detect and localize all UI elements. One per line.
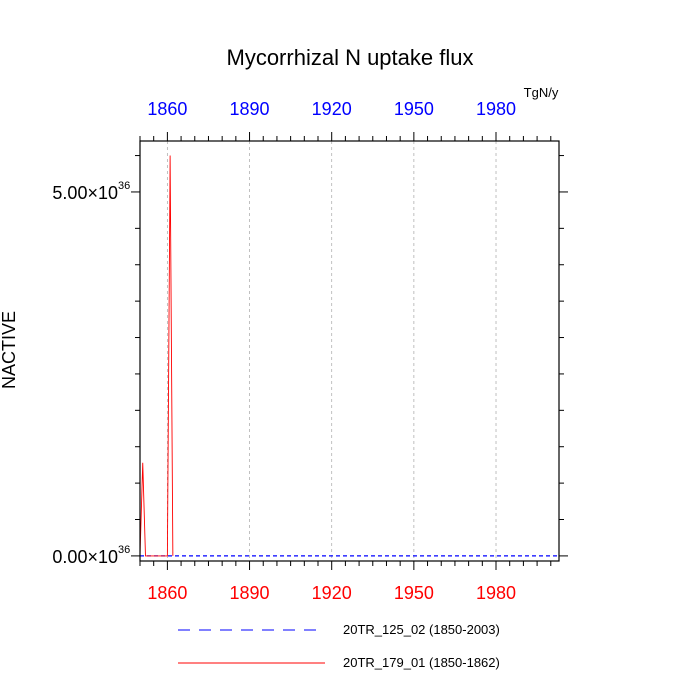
y-tick-label: 0.00×10 [52,547,118,567]
y-axis-label: NACTIVE [0,311,19,389]
y-tick-label: 5.00×10 [52,183,118,203]
chart-title: Mycorrhizal N uptake flux [227,45,474,70]
x-tick-label-bottom: 1950 [394,583,434,603]
legend-label-2: 20TR_179_01 (1850-1862) [343,655,500,670]
series-line-2 [139,155,174,557]
legend-label-1: 20TR_125_02 (1850-2003) [343,622,500,637]
x-tick-label-top: 1950 [394,99,434,119]
x-tick-label-bottom: 1890 [230,583,270,603]
x-tick-label-top: 1890 [230,99,270,119]
x-tick-label-bottom: 1980 [476,583,516,603]
grid-lines [166,141,497,561]
plot-frame [139,140,560,562]
x-tick-label-top: 1980 [476,99,516,119]
x-tick-label-top: 1860 [147,99,187,119]
y-tick-exponent: 36 [118,544,130,556]
units-label: TgN/y [524,85,559,100]
series-lines [139,155,559,557]
legend: 20TR_125_02 (1850-2003) 20TR_179_01 (1850… [178,622,500,670]
y-tick-exponent: 36 [118,180,130,192]
x-tick-label-top: 1920 [312,99,352,119]
x-tick-label-bottom: 1860 [147,583,187,603]
x-tick-label-bottom: 1920 [312,583,352,603]
axis-ticks [131,132,568,570]
tick-labels: 1860 1890 1920 1950 1980 1860 1890 1920 1950 1980… [52,99,516,603]
